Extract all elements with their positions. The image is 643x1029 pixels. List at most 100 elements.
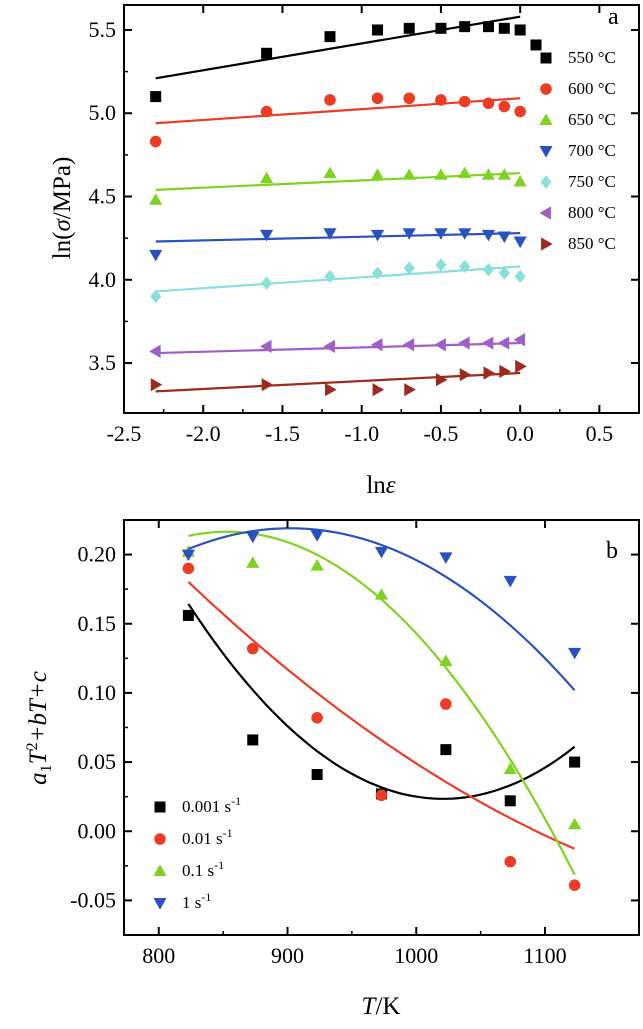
data-point [459, 368, 472, 382]
x-tick-label: -2.0 [186, 421, 221, 446]
data-point [311, 769, 323, 781]
y-tick-label: 0.00 [78, 818, 117, 843]
ticks-b: 800 900 1000 1100 -0.05 0.00 0.05 0.10 0.15 0.20 [70, 520, 639, 968]
legend-marker [539, 146, 553, 158]
data-point [530, 39, 542, 51]
data-point [440, 698, 452, 710]
data-point [260, 171, 274, 184]
legend-label: 800 °C [568, 203, 616, 222]
data-point [514, 269, 526, 284]
plot-frame-a [123, 4, 640, 414]
legend-label-sup: -1 [223, 826, 233, 840]
data-point [149, 344, 161, 358]
data-point [435, 373, 448, 387]
data-point [497, 231, 511, 244]
data-point [402, 168, 416, 180]
x-tick-label: 0.5 [586, 421, 614, 446]
series-4 [150, 258, 526, 304]
data-point [499, 364, 511, 378]
panel-label-a: a [608, 4, 619, 30]
data-point [504, 795, 516, 807]
data-point [149, 193, 163, 205]
data-point [324, 269, 336, 284]
y-axis-title-b-T2: T [25, 697, 52, 713]
x-tick-label: 0.0 [506, 421, 534, 446]
data-point [323, 166, 337, 179]
y-tick-label: 0.05 [78, 749, 117, 774]
data-point [568, 647, 582, 660]
data-point [568, 817, 582, 830]
data-point [503, 575, 517, 588]
data-point [497, 168, 511, 180]
data-point [372, 24, 384, 36]
data-point [439, 654, 453, 667]
data-point [370, 229, 385, 242]
data-point [498, 100, 511, 113]
data-point [150, 289, 162, 304]
data-point [458, 166, 472, 179]
y-tick-label: 5.0 [89, 100, 117, 125]
x-tick-label: 1000 [394, 943, 438, 968]
data-point [323, 228, 337, 240]
plot-area-b [181, 527, 582, 891]
data-point [324, 94, 336, 106]
series-0 [182, 603, 581, 807]
legend-marker [540, 52, 552, 64]
data-point [371, 266, 384, 280]
data-point [261, 378, 274, 392]
series-0 [150, 15, 542, 103]
data-point [498, 22, 510, 34]
fit-line [155, 232, 521, 243]
series-1 [182, 562, 581, 891]
data-point [482, 263, 495, 277]
y-axis-title-a: ln(σ/MPa) [49, 157, 76, 260]
legend-marker [153, 898, 167, 910]
data-point [440, 744, 452, 756]
series-1 [149, 92, 526, 148]
y-tick-label: 4.5 [89, 184, 117, 209]
y-axis-title-b-a: a [25, 772, 52, 785]
y-axis-title-b: a1T2+bT+c [24, 671, 55, 785]
legend-label: 0.1 s-1 [182, 858, 224, 880]
data-point [513, 236, 527, 249]
data-point [324, 31, 336, 43]
x-axis-title-b-sym: T [362, 993, 378, 1020]
data-point [458, 95, 471, 108]
y-axis-title-a-sym: σ [49, 218, 76, 232]
fit-curve [187, 603, 576, 800]
x-axis-title-a-sym: ε [386, 472, 396, 499]
y-tick-label: 0.20 [78, 542, 117, 567]
data-point [497, 336, 510, 350]
data-point [513, 333, 526, 347]
data-point [503, 762, 517, 774]
legend-marker [153, 864, 167, 876]
data-point [310, 530, 324, 542]
data-point [325, 383, 337, 397]
y-axis-title-b-T1: T [25, 748, 52, 764]
y-tick-label: 4.0 [89, 267, 117, 292]
data-point [435, 22, 447, 34]
x-axis-title-a: lnε [366, 472, 395, 499]
data-point [403, 22, 415, 34]
data-point [149, 249, 163, 262]
data-point [481, 336, 494, 350]
ticks-a: -2.5 -2.0 -1.5 -1.0 -0.5 0.0 0.5 3.5 4.0 4.5 5.0 5.… [89, 5, 639, 446]
data-point [403, 261, 415, 275]
y-tick-label: 3.5 [89, 350, 117, 375]
panel-label-b: b [606, 538, 618, 564]
data-point [246, 642, 259, 655]
data-point [370, 168, 385, 180]
series-3 [181, 527, 582, 692]
data-point [150, 378, 163, 392]
fit-curve [187, 527, 576, 692]
y-axis-title-b-sup: 2 [24, 742, 41, 750]
legend-label: 1 s-1 [182, 890, 211, 912]
data-point [182, 562, 195, 575]
legend-label: 750 °C [568, 172, 616, 191]
x-tick-label: -1.5 [265, 421, 300, 446]
y-axis-title-a-tail: /MPa) [49, 157, 76, 220]
legend-label: 550 °C [568, 48, 616, 67]
fit-curve [187, 581, 576, 850]
data-point [459, 21, 471, 33]
data-point [260, 105, 273, 118]
